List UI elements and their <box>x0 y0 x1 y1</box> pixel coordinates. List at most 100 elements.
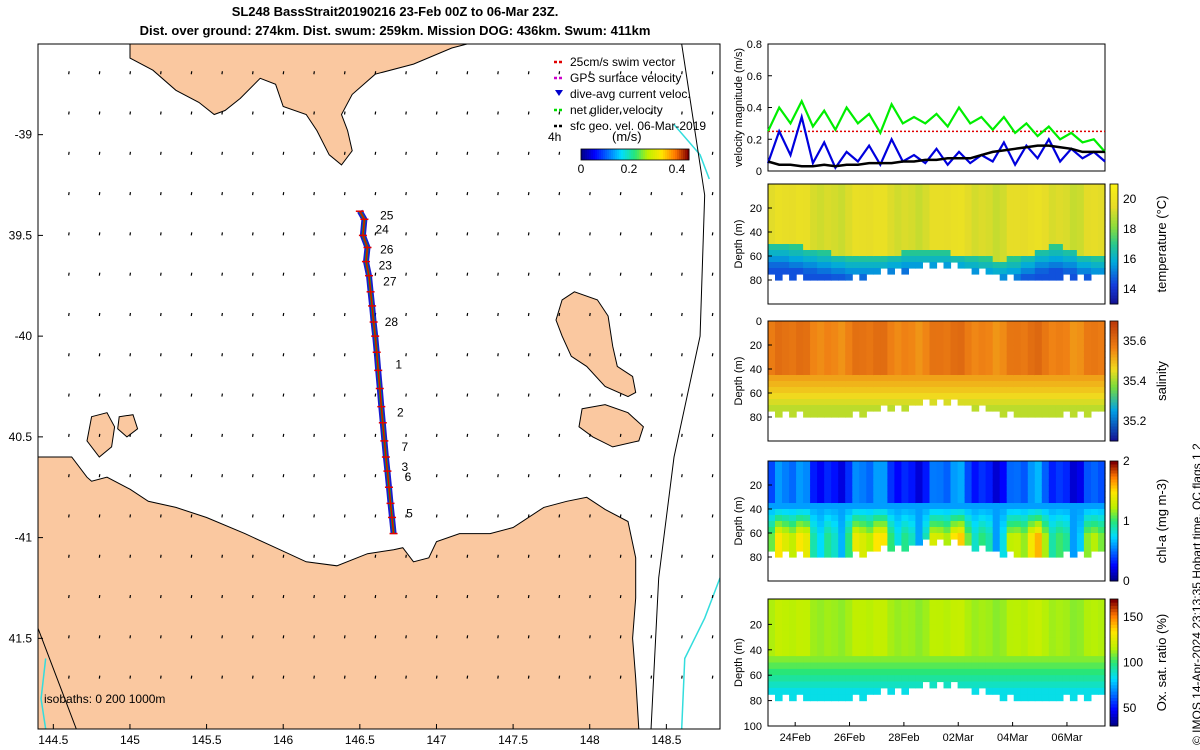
section-cell <box>922 226 931 233</box>
section-cell <box>859 624 867 632</box>
section-cell <box>915 244 923 251</box>
velocity-arrow <box>405 393 407 397</box>
section-cell <box>894 387 902 394</box>
section-cell <box>929 214 938 221</box>
section-cell <box>817 503 825 510</box>
section-cell <box>1083 479 1092 486</box>
velocity-arrow <box>251 111 254 115</box>
section-cell <box>1076 681 1085 689</box>
section-cell <box>838 479 846 486</box>
section-cell <box>789 208 797 215</box>
section-cell <box>859 687 867 695</box>
section-cell <box>915 232 923 239</box>
section-cell <box>803 381 811 388</box>
section-cell <box>978 393 987 400</box>
velocity-arrow <box>190 272 193 276</box>
section-cell <box>1091 630 1099 638</box>
section-colorbar-segment <box>1110 694 1118 698</box>
velocity-arrow <box>589 272 591 276</box>
section-cell <box>1055 479 1064 486</box>
section-cell <box>894 339 902 346</box>
section-cell <box>936 345 945 352</box>
section-cell <box>908 250 916 257</box>
map-x-tick-label: 146 <box>273 733 293 747</box>
section-cell <box>810 539 818 546</box>
section-cell <box>1076 268 1085 275</box>
section-cell <box>922 214 931 221</box>
section-cell <box>971 232 980 239</box>
section-cell <box>1020 485 1029 492</box>
velocity-arrow <box>589 433 591 437</box>
section-cell <box>859 363 867 370</box>
section-cell <box>1034 662 1043 670</box>
section-cell <box>796 461 804 468</box>
section-cell <box>1006 687 1015 695</box>
section-colorbar-segment <box>1110 205 1118 209</box>
section-cell <box>1069 503 1078 510</box>
colorbar-segment <box>619 149 622 160</box>
section-cell <box>908 357 916 364</box>
velocity-arrow <box>282 151 285 155</box>
section-cell <box>838 208 846 215</box>
velocity-y-tick-label: 0.6 <box>747 71 762 83</box>
section-cell <box>1091 662 1099 670</box>
section-colorbar-segment <box>1110 614 1118 619</box>
section-cell <box>1098 369 1106 376</box>
section-cell <box>1076 687 1085 695</box>
section-cell <box>894 351 902 358</box>
section-cell <box>950 618 959 625</box>
section-cell <box>1041 509 1050 516</box>
section-cell <box>1027 515 1036 522</box>
section-cell <box>1083 268 1092 275</box>
section-colorbar-frame <box>1109 183 1119 305</box>
section-cell <box>957 226 966 233</box>
section-cell <box>782 662 790 670</box>
section-cell <box>810 351 818 358</box>
section-cell <box>1013 190 1022 197</box>
section-cell <box>866 643 874 651</box>
velocity-arrow <box>711 433 714 437</box>
section-cell <box>1041 551 1050 558</box>
section-cell <box>880 196 888 203</box>
section-cell <box>915 503 923 510</box>
section-cell <box>1034 268 1043 275</box>
section-cell <box>950 256 959 263</box>
section-cell <box>1083 244 1092 251</box>
section-cell <box>859 387 867 394</box>
section-cell <box>859 208 867 215</box>
section-cell <box>859 244 867 251</box>
section-cell <box>929 668 938 676</box>
section-cell <box>957 503 966 510</box>
section-cell <box>775 611 783 619</box>
section-cell <box>1098 256 1106 263</box>
section-cell <box>789 668 797 676</box>
section-cell <box>1048 681 1057 689</box>
section-cell <box>782 220 790 227</box>
section-cell <box>845 190 853 197</box>
section-cell <box>1034 196 1043 203</box>
velocity-arrow <box>527 433 530 437</box>
section-cell <box>782 539 790 546</box>
section-cell <box>1034 321 1043 328</box>
section-cell <box>831 473 839 480</box>
section-cell <box>775 479 783 486</box>
section-cell <box>859 411 867 418</box>
section-cell <box>971 387 980 394</box>
section-cell <box>887 485 895 492</box>
section-cell <box>831 196 839 203</box>
velocity-arrow <box>619 635 622 639</box>
section-colorbar-segment <box>1110 336 1118 340</box>
section-cell <box>992 381 1001 388</box>
section-cell <box>950 393 959 400</box>
section-cell <box>796 539 804 546</box>
section-cell <box>880 232 888 239</box>
section-cell <box>901 357 909 364</box>
section-colorbar-segment <box>1110 286 1118 290</box>
section-cell <box>992 485 1001 492</box>
section-cell <box>880 363 888 370</box>
section-cell <box>887 479 895 486</box>
section-cell <box>971 485 980 492</box>
section-colorbar-segment <box>1110 687 1118 692</box>
velocity-arrow <box>466 433 469 437</box>
section-cell <box>789 375 797 382</box>
